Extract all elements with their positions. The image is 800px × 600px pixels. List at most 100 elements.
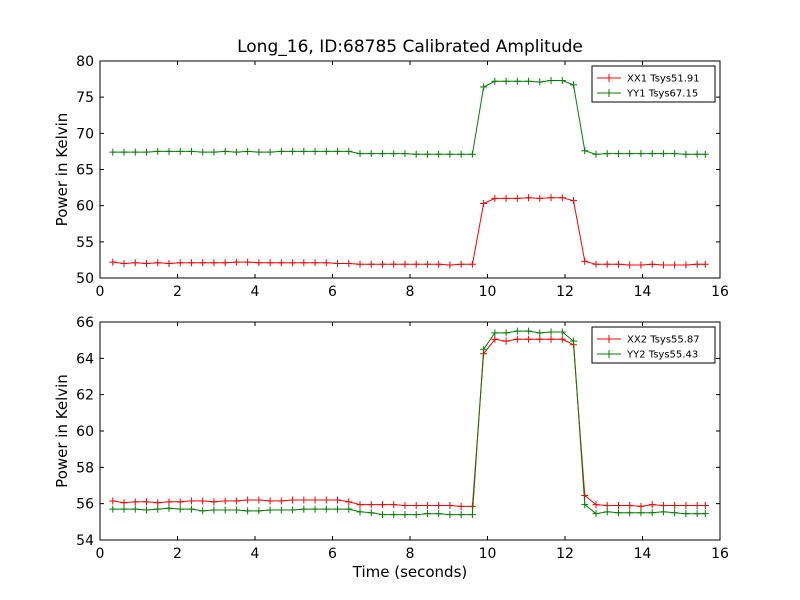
x-tick-label: 12 [556, 546, 574, 562]
data-point [581, 257, 589, 265]
data-point [378, 150, 386, 158]
data-point [637, 261, 645, 269]
data-point [176, 505, 184, 513]
data-point [187, 259, 195, 267]
x-tick-label: 8 [406, 284, 415, 300]
y-tick-label: 56 [76, 497, 94, 513]
x-tick-label: 6 [328, 284, 337, 300]
data-point [637, 150, 645, 158]
data-point [536, 78, 544, 86]
data-point [221, 147, 229, 155]
data-point [109, 505, 117, 513]
data-point [502, 77, 510, 85]
data-point [187, 497, 195, 505]
data-point [244, 507, 252, 515]
data-point [255, 496, 263, 504]
data-point [289, 506, 297, 514]
data-point [491, 77, 499, 85]
y-tick-label: 58 [76, 460, 94, 476]
data-point [154, 259, 162, 267]
data-point [693, 501, 701, 509]
data-point [701, 150, 709, 158]
data-point [502, 194, 510, 202]
data-point [322, 147, 330, 155]
data-point [491, 335, 499, 343]
data-point [165, 504, 173, 512]
data-point [311, 259, 319, 267]
data-point [614, 150, 622, 158]
data-point [457, 260, 465, 268]
data-point [659, 150, 667, 158]
data-point [626, 509, 634, 517]
data-point [603, 508, 611, 516]
data-point [334, 147, 342, 155]
data-point [671, 501, 679, 509]
top-plot: 0 2 4 6 8 10 12 14 16 50 55 60 65 70 75 80 Power in Kelv… [53, 54, 729, 300]
data-point [423, 150, 431, 158]
data-point [536, 194, 544, 202]
legend-label: XX1 Tsys51.91 [627, 74, 700, 85]
data-point [143, 260, 150, 268]
data-point [547, 194, 555, 202]
data-point [671, 509, 679, 517]
data-point [401, 150, 409, 158]
data-point [165, 147, 173, 155]
data-point [311, 496, 319, 504]
data-point [356, 260, 364, 268]
data-point [277, 506, 285, 514]
data-point [693, 150, 701, 158]
data-point [154, 147, 162, 155]
data-point [378, 511, 386, 519]
data-point [289, 496, 297, 504]
data-point [412, 260, 420, 268]
data-point [659, 261, 667, 269]
data-point [311, 505, 319, 513]
data-point [109, 258, 117, 266]
y-tick-label: 70 [76, 126, 94, 142]
data-point [502, 329, 510, 337]
data-point [570, 337, 578, 345]
data-point [480, 345, 488, 353]
data-point [221, 259, 229, 267]
data-point [378, 260, 386, 268]
data-point [277, 497, 285, 505]
data-point [525, 77, 533, 85]
data-point [143, 498, 150, 506]
data-point [356, 501, 364, 509]
data-point [367, 150, 375, 158]
bottom-plot: 0 2 4 6 8 10 12 14 16 54 56 58 60 62 64 66 Power in Kelv… [53, 315, 729, 562]
data-point [154, 505, 162, 513]
data-point [322, 259, 330, 267]
data-point [199, 259, 207, 267]
data-point [109, 497, 117, 505]
x-tick-label: 0 [96, 284, 105, 300]
data-point [547, 77, 555, 85]
data-point [468, 260, 476, 268]
x-tick-label: 12 [556, 284, 574, 300]
data-point [648, 509, 656, 517]
data-point [401, 511, 409, 519]
data-point [513, 77, 521, 85]
y-axis-label: Power in Kelvin [53, 374, 71, 488]
data-point [210, 498, 218, 506]
data-point [334, 260, 342, 268]
data-point [255, 148, 263, 156]
data-point [570, 197, 578, 205]
data-point [614, 260, 622, 268]
data-point [457, 511, 465, 519]
data-point [525, 327, 533, 335]
data-point [603, 150, 611, 158]
data-point [570, 81, 578, 89]
data-point [468, 511, 476, 519]
data-point [502, 337, 510, 345]
data-point [199, 507, 207, 515]
data-point [266, 259, 274, 267]
data-point [356, 150, 364, 158]
data-point [390, 501, 398, 509]
data-point [412, 511, 420, 519]
data-point [525, 194, 533, 202]
legend-label: XX2 Tsys55.87 [627, 335, 700, 346]
y-tick-label: 64 [76, 351, 94, 367]
data-point [423, 510, 431, 518]
